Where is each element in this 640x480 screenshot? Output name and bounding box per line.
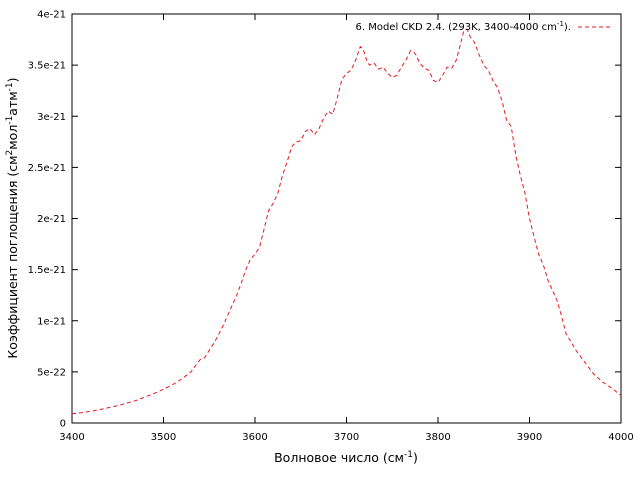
legend: 6. Model CKD 2.4. (293K, 3400-4000 cm-1)… [355,20,612,33]
x-tick-label: 3800 [425,432,450,443]
y-tick-label: 3.5e-21 [28,61,66,72]
x-axis-label: Волновое число (см-1) [274,450,418,465]
y-tick-label: 2e-21 [37,214,66,225]
x-tick-label: 3700 [334,432,359,443]
x-tick-label: 3900 [517,432,542,443]
series-line-ckd24 [71,28,622,415]
x-tick-label: 3500 [151,432,176,443]
y-tick-label: 2.5e-21 [28,163,66,174]
y-tick-label: 4e-21 [37,10,66,21]
x-axis-ticks: 3400 3500 3600 3700 3800 3900 4000 [59,14,634,443]
plot-frame [71,13,622,424]
y-axis-ticks: 0 5e-22 1e-21 1.5e-21 2e-21 2.5e-21 3e-21 3.5e-… [28,10,621,430]
y-tick-label: 1.5e-21 [28,265,66,276]
y-axis-label: Коэффициент поглощения (см2мол-1атм-1) [5,77,20,358]
y-tick-label: 1e-21 [37,316,66,327]
x-tick-label: 3400 [59,432,84,443]
y-tick-label: 0 [60,419,66,430]
legend-entry-label: 6. Model CKD 2.4. (293K, 3400-4000 cm-1)… [355,20,571,33]
y-tick-label: 5e-22 [37,367,66,378]
y-tick-label: 3e-21 [37,112,66,123]
x-tick-label: 4000 [608,432,633,443]
x-tick-label: 3600 [242,432,267,443]
